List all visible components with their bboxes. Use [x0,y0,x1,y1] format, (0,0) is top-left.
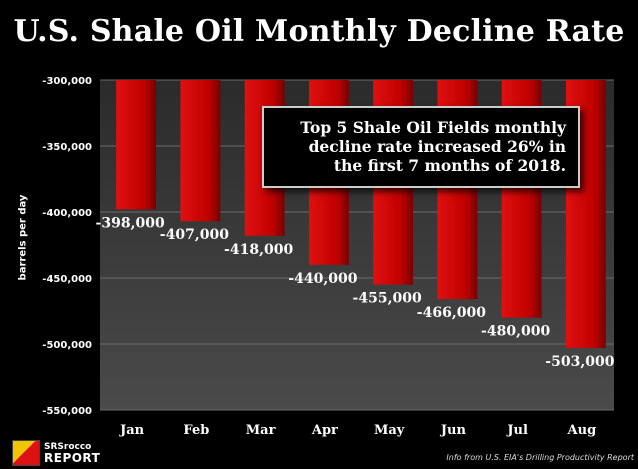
y-tick-label: -450,000 [42,274,92,285]
data-label: -398,000 [96,215,165,231]
x-tick-label: Aug [567,423,597,438]
data-label: -466,000 [417,305,486,321]
x-tick-label: Jun [440,423,467,438]
annotation-line-3: the first 7 months of 2018. [272,156,566,175]
data-label: -418,000 [224,242,293,258]
data-label: -503,000 [545,354,614,370]
y-tick-label: -350,000 [42,142,92,153]
chart-title: U.S. Shale Oil Monthly Decline Rate [0,14,638,49]
x-tick-label: Mar [246,423,276,438]
x-tick-label: Jan [119,423,145,438]
x-tick-label: Jul [506,423,528,438]
data-label: -480,000 [481,324,550,340]
annotation-box: Top 5 Shale Oil Fields monthly decline r… [262,106,580,188]
source-note: Info from U.S. EIA's Drilling Productivi… [446,453,634,462]
bar-feb [180,80,220,221]
bar-jan [116,80,156,209]
y-tick-label: -550,000 [42,406,92,417]
x-tick-label: May [374,423,405,438]
annotation-line-2: decline rate increased 26% in [272,137,566,156]
logo-icon [12,440,40,466]
y-tick-label: -500,000 [42,340,92,351]
x-tick-label: Apr [311,423,338,438]
annotation-line-1: Top 5 Shale Oil Fields monthly [272,118,566,137]
y-tick-label: -300,000 [42,76,92,87]
data-label: -407,000 [160,227,229,243]
x-tick-label: Feb [183,423,209,438]
data-label: -455,000 [353,291,422,307]
logo-line-2: REPORT [44,453,100,464]
y-axis-label: barrels per day [18,193,29,283]
srsrocco-logo: SRSrocco REPORT [12,439,132,467]
data-label: -440,000 [288,271,357,287]
y-tick-label: -400,000 [42,208,92,219]
